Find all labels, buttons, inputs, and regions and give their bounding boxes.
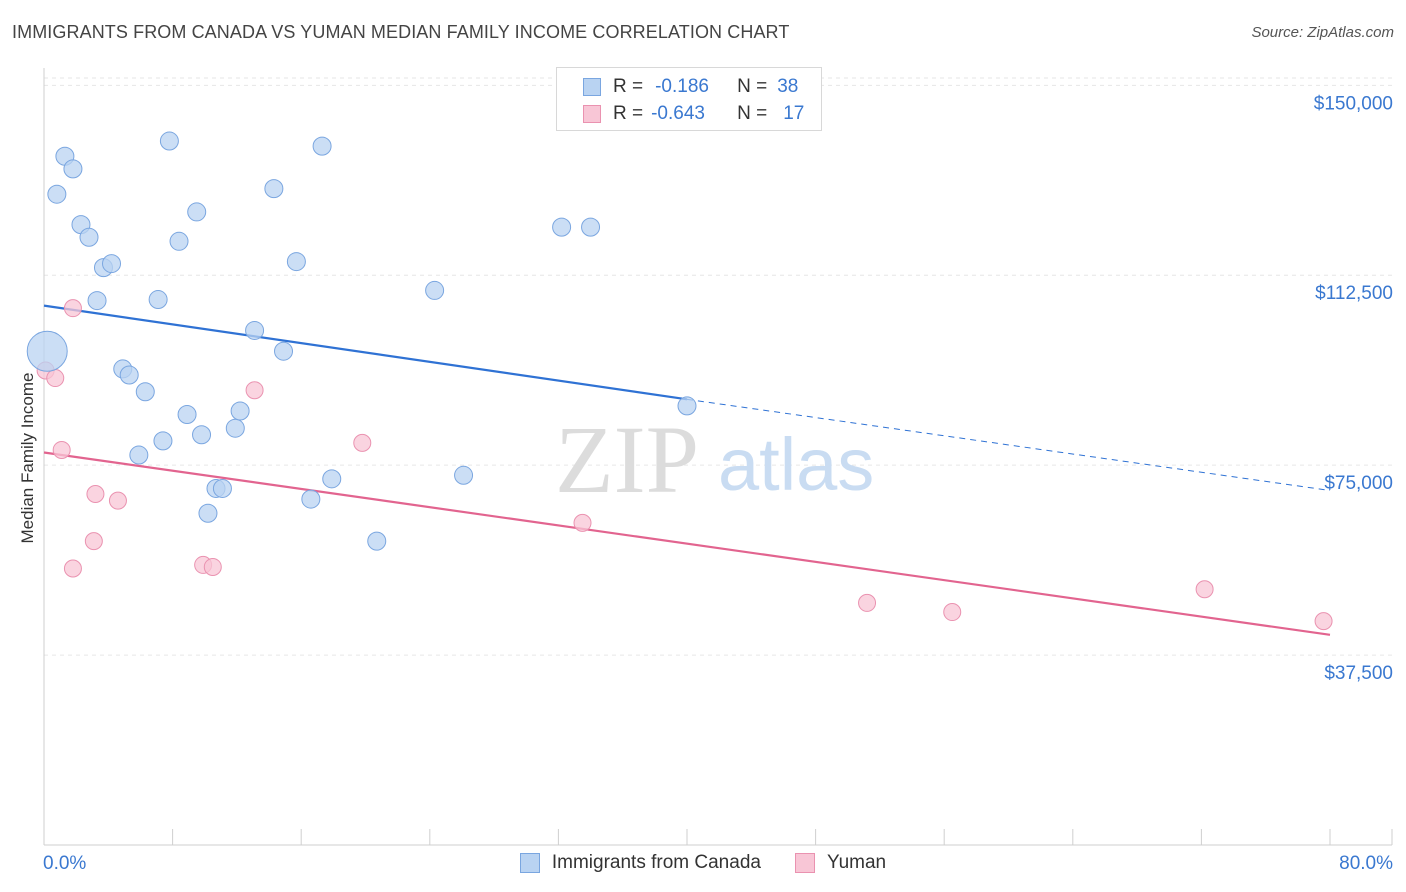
data-point-canada	[187, 202, 207, 222]
x-tick-label: 80.0%	[1339, 853, 1393, 874]
data-point-canada	[87, 291, 107, 311]
series-legend-yuman[interactable]: Yuman	[794, 852, 887, 874]
data-point-canada	[367, 531, 387, 551]
data-point-canada	[225, 418, 245, 438]
legend-r-value: -0.643	[651, 103, 705, 124]
legend-r-label: R =	[613, 76, 644, 97]
data-point-canada	[230, 401, 250, 421]
series-label-canada: Immigrants from Canada	[551, 852, 761, 873]
y-axis-label: Median Family Income	[18, 372, 37, 543]
legend-n-label: N =	[737, 103, 768, 124]
data-point-canada	[153, 431, 173, 451]
series-swatch-canada	[519, 853, 540, 873]
axes	[43, 68, 1393, 846]
data-point-canada	[245, 320, 265, 340]
series-label-yuman: Yuman	[826, 852, 887, 873]
data-point-yuman	[46, 369, 65, 388]
y-tick-labels: $37,500 $75,000 $112,500 $150,000	[1314, 93, 1393, 684]
watermark-atlas: atlas	[718, 423, 874, 506]
legend-row-canada: R = -0.186 N = 38	[583, 76, 798, 98]
data-point-yuman	[353, 433, 372, 452]
data-point-canada	[198, 503, 218, 523]
data-point-canada	[301, 489, 321, 509]
data-point-canada	[63, 159, 83, 179]
data-point-yuman	[573, 513, 592, 532]
legend-row-yuman: R = -0.643 N = 17	[583, 103, 804, 125]
x-tick-label: 0.0%	[43, 853, 86, 874]
data-point-canada	[552, 217, 572, 237]
data-point-canada	[454, 465, 474, 485]
data-point-canada	[169, 231, 189, 251]
data-point-canada	[312, 136, 332, 156]
data-point-canada	[119, 365, 139, 385]
data-point-yuman	[1314, 612, 1333, 631]
series-legend: Immigrants from Canada Yuman	[0, 852, 1406, 874]
watermark-zip: ZIP	[555, 406, 699, 513]
data-point-canada	[264, 179, 284, 199]
chart-title: IMMIGRANTS FROM CANADA VS YUMAN MEDIAN F…	[12, 22, 790, 42]
data-point-canada	[322, 469, 342, 489]
data-point-canada	[148, 290, 168, 310]
data-point-yuman	[245, 381, 264, 400]
data-point-yuman	[858, 593, 877, 612]
series-swatch-yuman	[794, 853, 815, 873]
data-point-canada	[102, 254, 122, 274]
data-point-canada	[159, 131, 179, 151]
data-point-yuman	[108, 491, 127, 510]
data-point-canada	[177, 405, 197, 425]
y-tick-label: $112,500	[1315, 283, 1393, 304]
data-point-canada	[212, 478, 232, 498]
data-point-yuman	[86, 485, 105, 504]
data-point-yuman	[203, 557, 222, 576]
data-point-canada	[129, 445, 149, 465]
y-tick-label: $37,500	[1324, 663, 1393, 684]
data-point-canada	[286, 252, 306, 272]
y-tick-label: $150,000	[1314, 93, 1393, 114]
data-point-canada	[192, 425, 212, 445]
trend-line-yuman	[43, 451, 1331, 636]
legend-swatch-yuman	[583, 105, 601, 123]
data-point-yuman	[63, 299, 82, 318]
correlation-legend: R = -0.186 N = 38 R = -0.643 N = 17	[556, 67, 822, 131]
data-point-canada	[26, 330, 68, 372]
legend-r-label: R =	[613, 103, 644, 124]
data-point-canada	[425, 280, 445, 300]
data-point-yuman	[1195, 580, 1214, 599]
data-point-yuman	[84, 532, 103, 551]
data-point-canada	[677, 396, 697, 416]
data-point-yuman	[943, 603, 962, 622]
data-point-canada	[274, 341, 294, 361]
data-point-canada	[47, 184, 67, 204]
legend-swatch-canada	[583, 78, 601, 96]
source-label: Source: ZipAtlas.com	[1251, 24, 1394, 41]
grid-lines	[44, 77, 1392, 656]
data-point-canada	[135, 382, 155, 402]
x-tick-labels: 0.0% 80.0%	[43, 853, 1393, 874]
legend-n-label: N =	[737, 76, 768, 97]
legend-n-value: 17	[783, 103, 805, 124]
trend-lines	[43, 304, 1331, 636]
legend-r-value: -0.186	[655, 76, 709, 97]
trend-line-canada	[43, 304, 688, 401]
data-point-yuman	[52, 440, 71, 459]
y-tick-label: $75,000	[1324, 473, 1393, 494]
data-point-canada	[79, 227, 99, 247]
data-point-canada	[581, 217, 601, 237]
series-legend-canada[interactable]: Immigrants from Canada	[519, 852, 761, 874]
data-points	[26, 131, 1333, 631]
trend-line-canada-extension	[686, 398, 1331, 491]
legend-n-value: 38	[777, 76, 799, 97]
data-point-yuman	[63, 559, 82, 578]
